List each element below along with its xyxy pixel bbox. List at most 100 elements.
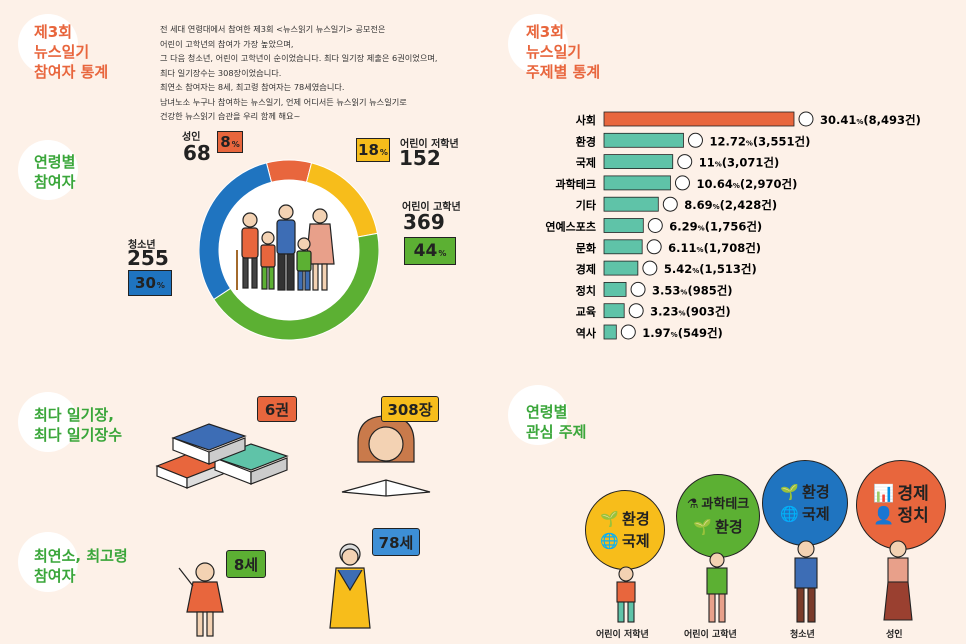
interest-by-age-title: 연령별 관심 주제: [526, 403, 587, 441]
topic-icon: [647, 218, 663, 233]
pct-adult: 8%: [217, 131, 243, 153]
label-lower-elem: 어린이 저학년: [400, 139, 459, 150]
topic-bar: [603, 260, 639, 276]
sprout-icon: 🌱: [693, 518, 713, 536]
bar-value-label: 6.29%(1,756건): [669, 220, 762, 234]
interest-line: 경제: [897, 484, 929, 504]
interest-line: 정치: [897, 506, 929, 526]
interest-lower-elem: 🌱 환경 🌐 국제: [585, 490, 665, 570]
topic-bar: [603, 196, 659, 212]
oldest-age-bubble: 78세: [372, 528, 420, 556]
interest-line: 국제: [802, 505, 830, 523]
bar-value-label: 11%(3,071건): [699, 156, 780, 170]
topic-bar: [603, 324, 617, 340]
adult-illustration: [883, 540, 913, 621]
youngest-age-bubble: 8세: [226, 550, 266, 578]
intro-line: 그 다음 청소년, 어린이 고학년이 순이었습니다. 최다 일기장 제출은 6권…: [160, 53, 438, 63]
intro-line: 전 세대 연령대에서 참여한 제3회 <뉴스읽기 뉴스일기> 공모전은: [160, 24, 386, 34]
bar-category-label: 기타: [576, 198, 597, 212]
group-label-teen: 청소년: [790, 630, 815, 640]
label-adult: 성인: [182, 132, 201, 143]
bar-value-label: 3.53%(985건): [652, 283, 733, 297]
globe-icon: 🌐: [600, 532, 620, 550]
family-illustration: [236, 204, 335, 291]
topic-bar: [603, 239, 643, 255]
group-label-upper-elem: 어린이 고학년: [684, 630, 737, 640]
label-upper-elem: 어린이 고학년: [402, 202, 461, 213]
value-adult: 68: [183, 141, 211, 165]
bar-value-label: 30.41%(8,493건): [820, 113, 921, 127]
bar-value-label: 3.23%(903건): [650, 305, 731, 319]
donut-slice: [265, 159, 313, 183]
topic-bar-chart: 사회 30.41%(8,493건) 환경 12.72%(3,551건) 국제 11%(3,…: [545, 111, 921, 340]
politician-icon: 👤: [873, 506, 895, 526]
topic-bar: [603, 303, 625, 319]
value-upper-elem: 369: [403, 210, 445, 234]
title-blob: [508, 385, 568, 445]
bar-category-label: 국제: [576, 156, 596, 170]
interest-upper-elem: ⚗ 과학테크 🌱 환경: [676, 474, 760, 558]
topic-icon: [677, 154, 693, 170]
bar-value-label: 6.11%(1,708건): [668, 241, 761, 255]
age-participants-title: 연령별 참여자: [34, 153, 76, 191]
oldest-woman-illustration: [329, 543, 371, 629]
title-blob: [18, 14, 78, 74]
bar-value-label: 1.97%(549건): [642, 326, 723, 340]
topic-bar: [603, 175, 671, 191]
bar-category-label: 역사: [576, 326, 597, 340]
bar-category-label: 연예스포츠: [545, 220, 596, 234]
topic-icon: [798, 111, 814, 127]
sprout-icon: 🌱: [780, 483, 800, 501]
intro-line: 최다 일기장수는 308장이었습니다.: [160, 67, 282, 78]
globe-icon: 🌐: [780, 505, 800, 523]
most-diary-title: 최다 일기장, 최다 일기장수: [34, 406, 123, 444]
bar-category-label: 문화: [576, 241, 596, 255]
interest-line: 국제: [622, 532, 650, 550]
topic-bar: [603, 111, 795, 127]
topic-icon: [662, 196, 678, 212]
stats-title: 제3회 뉴스일기 참여자 통계: [34, 23, 109, 81]
child-upper-illustration: [706, 552, 728, 623]
topic-icon: [630, 281, 646, 297]
bar-category-label: 경제: [576, 262, 596, 276]
pct-teen: 30%: [128, 270, 172, 296]
interest-line: 환경: [802, 483, 830, 501]
bar-category-label: 정치: [576, 283, 596, 297]
topic-icon: [628, 303, 644, 319]
chart-icon: 📊: [873, 484, 895, 504]
interest-teen: 🌱 환경 🌐 국제: [762, 460, 848, 546]
intro-line: 최연소 참여자는 8세, 최고령 참여자는 78세였습니다.: [160, 82, 345, 92]
title-blob: [508, 14, 568, 74]
label-teen: 청소년: [128, 240, 156, 251]
topic-icon: [674, 175, 690, 191]
topic-icon: [642, 260, 658, 276]
bar-value-label: 8.69%(2,428건): [684, 198, 777, 212]
bar-category-label: 과학테크: [556, 177, 596, 191]
books-illustration: [155, 423, 289, 489]
bar-value-label: 5.42%(1,513건): [664, 262, 757, 276]
interest-line: 환경: [715, 518, 743, 536]
sprout-icon: 🌱: [600, 510, 620, 528]
intro-line: 어린이 고학년의 참여가 가장 높았으며,: [160, 38, 294, 49]
topic-icon: [646, 239, 662, 255]
value-lower-elem: 152: [399, 146, 441, 170]
youngest-girl-illustration: [178, 562, 224, 637]
value-teen: 255: [127, 246, 169, 270]
interest-adult: 📊 경제 👤 정치: [856, 460, 946, 550]
teen-illustration: [794, 540, 818, 623]
group-label-lower-elem: 어린이 저학년: [596, 630, 649, 640]
group-label-adult: 성인: [886, 630, 903, 640]
pct-upper-elem: 44%: [404, 237, 456, 265]
topic-icon: [620, 324, 636, 340]
max-pages-bubble: 308장: [381, 396, 439, 422]
max-books-bubble: 6권: [257, 396, 297, 422]
girl-reading-illustration: [341, 415, 431, 497]
topic-bar: [603, 218, 644, 233]
intro-line: 남녀노소 누구나 참여하는 뉴스일기, 언제 어디서든 뉴스읽기 뉴스일기로: [160, 96, 407, 107]
bar-value-label: 10.64%(2,970건): [696, 177, 797, 191]
title-blob: [18, 140, 78, 200]
topic-bar: [603, 154, 674, 169]
bar-category-label: 교육: [576, 306, 596, 319]
intro-text: 전 세대 연령대에서 참여한 제3회 <뉴스읽기 뉴스일기> 공모전은 어린이 …: [160, 22, 480, 124]
topic-icon: [687, 132, 703, 148]
